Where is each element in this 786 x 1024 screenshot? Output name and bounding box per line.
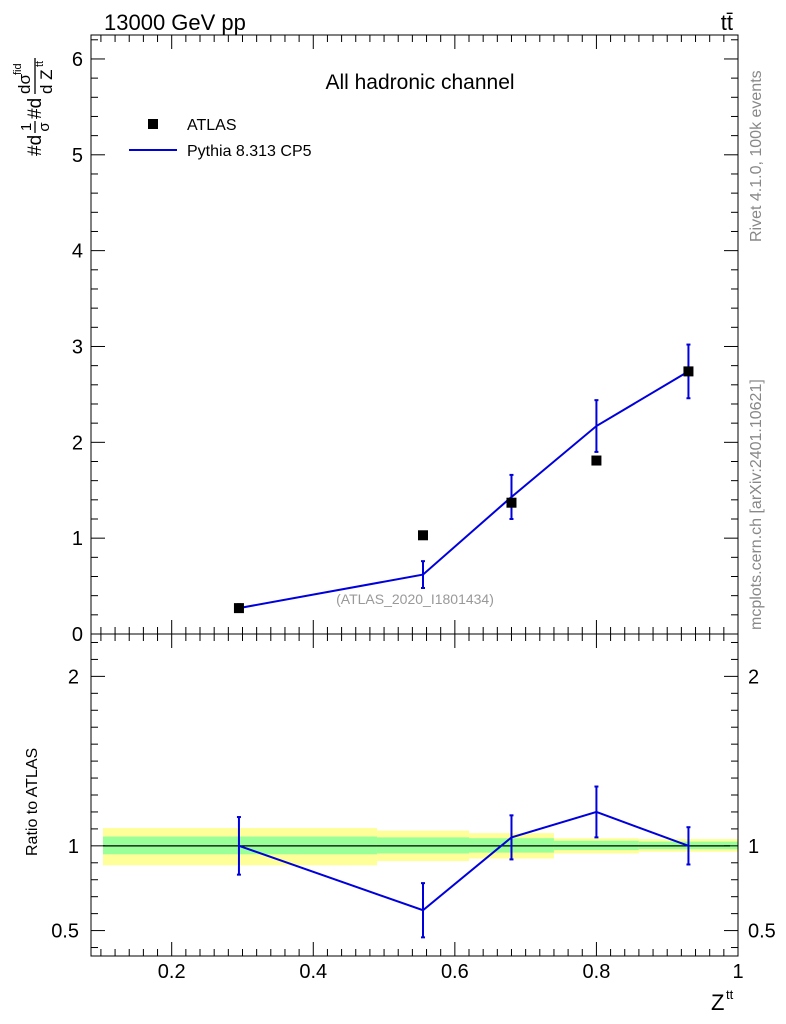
atlas-marker	[417, 530, 428, 541]
chart-title: All hadronic channel	[325, 71, 514, 94]
header-right: tt̄	[721, 10, 733, 35]
main-ytick-label: 6	[72, 49, 83, 71]
atlas-marker	[683, 366, 694, 377]
legend-marker-atlas	[148, 119, 158, 129]
ylabel-frac2-num-sup: fid	[12, 63, 24, 75]
ratio-ticks: 0.2 0.4 0.6 0.8 10.5 0.51 12 2	[51, 634, 776, 983]
ylabel-mid: #d	[25, 98, 46, 119]
pythia-line	[238, 370, 689, 610]
main-x-ticks	[100, 35, 739, 634]
main-ytick-label: 4	[72, 241, 83, 263]
ylabel-lead: #d	[25, 135, 46, 156]
ratio-y-axis-label: Ratio to ATLAS	[24, 748, 41, 856]
ylabel-frac1-den: σ	[36, 122, 53, 132]
ratio-ytick-label-left: 0.5	[51, 921, 79, 943]
main-ytick-label: 0	[72, 624, 83, 646]
main-ytick-label: 1	[72, 528, 83, 550]
ratio-ytick-label-left: 1	[68, 836, 79, 858]
ratio-ytick-label-right: 0.5	[748, 921, 776, 943]
ylabel-frac2-den: d Z	[37, 69, 56, 94]
ratio-xtick-label: 0.4	[299, 961, 327, 983]
ratio-xtick-label: 0.2	[158, 961, 186, 983]
legend-label-pythia: Pythia 8.313 CP5	[187, 143, 312, 160]
x-axis-label: Z tt	[711, 987, 734, 1015]
atlas-marker	[506, 497, 517, 508]
ratio-xtick-label: 0.8	[583, 961, 611, 983]
ratio-ytick-label-left: 2	[68, 666, 79, 688]
rivet-label: Rivet 4.1.0, 100k events	[748, 70, 765, 242]
main-ytick-label: 2	[72, 432, 83, 454]
ylabel-frac2-den-sup: tt	[34, 61, 46, 67]
ratio-xtick-label: 0.6	[441, 961, 469, 983]
main-data	[233, 343, 694, 614]
main-y-axis-label: #d 1 σ #d dσ fid d Z tt	[12, 58, 56, 156]
main-y-ticks: 0 1 2 3 4 5 6	[72, 39, 738, 646]
ylabel-frac2-num: dσ	[15, 74, 34, 94]
ratio-xtick-label: 1	[732, 961, 743, 983]
legend-label-atlas: ATLAS	[187, 117, 237, 134]
atlas-marker	[591, 455, 602, 466]
ratio-bands	[103, 828, 738, 866]
mcplots-label: mcplots.cern.ch [arXiv:2401.10621]	[748, 379, 765, 630]
xlabel-base: Z	[711, 990, 724, 1015]
ratio-data	[103, 785, 730, 939]
main-ytick-label: 5	[72, 145, 83, 167]
ratio-ytick-label-right: 1	[748, 836, 759, 858]
ylabel-frac1-num: 1	[18, 123, 35, 131]
main-ytick-label: 3	[72, 336, 83, 358]
header-left: 13000 GeV pp	[104, 10, 246, 35]
watermark: (ATLAS_2020_I1801434)	[336, 591, 494, 607]
ratio-ytick-label-right: 2	[748, 666, 759, 688]
legend: ATLAS Pythia 8.313 CP5	[129, 117, 312, 160]
atlas-marker	[233, 603, 244, 614]
xlabel-sup: tt	[726, 987, 734, 1002]
